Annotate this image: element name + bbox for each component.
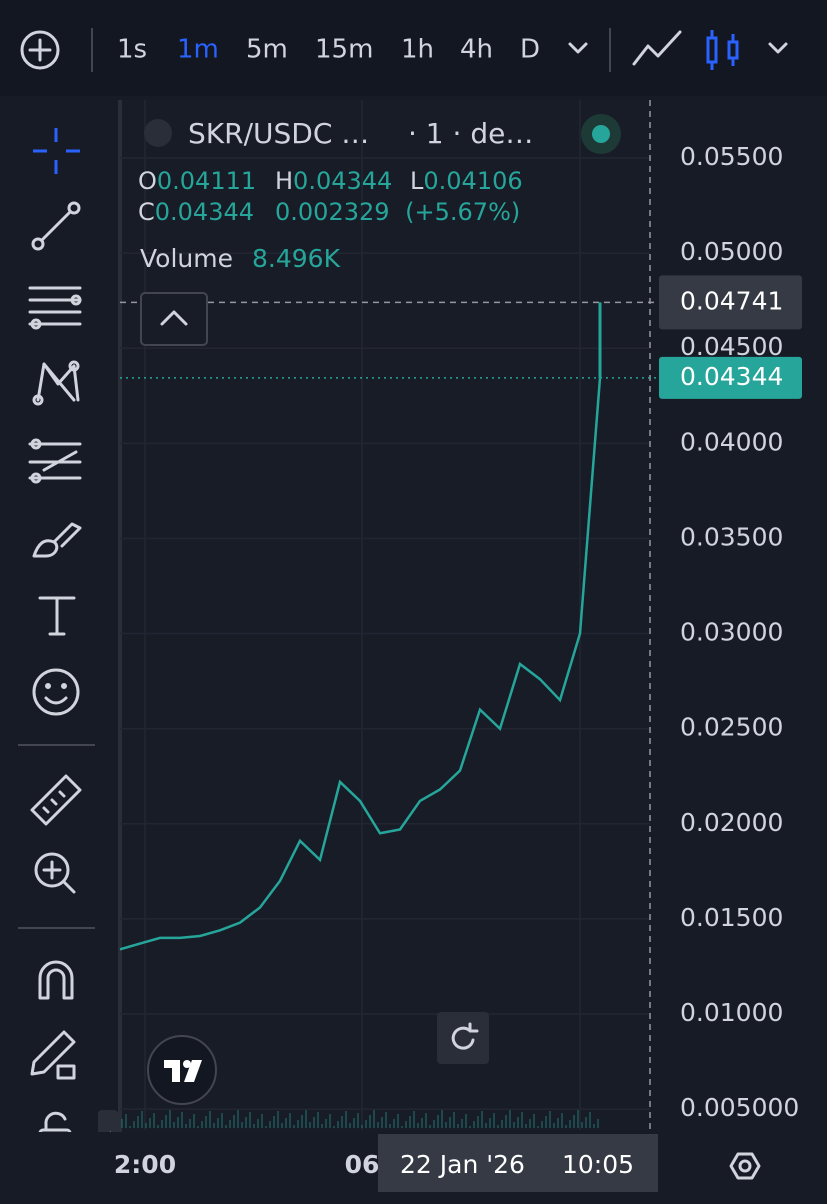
- crosshair-time: 10:05: [562, 1150, 634, 1179]
- reset-button[interactable]: [437, 1012, 489, 1064]
- last-price-box: [659, 356, 802, 399]
- value: 0.04344: [293, 167, 392, 195]
- volume-value: 8.496K: [252, 244, 341, 273]
- trend-line-tool[interactable]: [31, 201, 81, 251]
- y-tick-label: 0.005000: [680, 1093, 799, 1122]
- interval-button[interactable]: 1m: [177, 35, 219, 65]
- change-pct: (+5.67%): [405, 198, 520, 226]
- change: 0.002329: [275, 198, 390, 226]
- brush-tool[interactable]: [32, 522, 82, 558]
- logo: [147, 1035, 217, 1105]
- magnet-tool[interactable]: [38, 960, 74, 1000]
- emoji-tool[interactable]: [32, 668, 80, 716]
- crosshair-tool[interactable]: [33, 128, 80, 174]
- interval-button[interactable]: 1s: [117, 35, 147, 65]
- y-tick-label: 0.01000: [680, 998, 783, 1027]
- label: H: [275, 167, 293, 195]
- y-tick-label: 0.03000: [680, 618, 783, 647]
- ohlc-row: O0.04111 H0.04344 L0.04106: [138, 167, 523, 195]
- chart-pane: [120, 100, 650, 1130]
- collapse-legend[interactable]: [140, 292, 208, 346]
- line-chart-type[interactable]: [632, 30, 682, 66]
- label: C: [138, 198, 155, 226]
- y-tick-label: 0.01500: [680, 903, 783, 932]
- interval-button[interactable]: 5m: [246, 35, 288, 65]
- interval-button[interactable]: D: [520, 35, 540, 65]
- crosshair-price-label: 0.04741: [680, 286, 783, 315]
- label: O: [138, 167, 157, 195]
- ruler-tool[interactable]: [30, 774, 82, 826]
- interval-button[interactable]: 15m: [315, 35, 373, 65]
- crosshair-price-box: [659, 275, 802, 330]
- add-button[interactable]: [20, 30, 60, 70]
- text-tool[interactable]: [38, 596, 76, 636]
- y-tick-label: 0.05500: [680, 142, 783, 171]
- value: 0.04344: [155, 198, 254, 226]
- x-tick-label: 2:00: [114, 1150, 176, 1179]
- y-tick-label: 0.03500: [680, 522, 783, 551]
- prediction-tool[interactable]: [28, 438, 82, 484]
- y-tick-label: 0.05000: [680, 237, 783, 266]
- symbol[interactable]: SKR/USDC …: [188, 117, 369, 150]
- more-intervals[interactable]: [568, 42, 588, 54]
- crosshair-date: 22 Jan '26: [400, 1150, 525, 1179]
- interval-button[interactable]: 4h: [460, 35, 493, 65]
- interval-button[interactable]: 1h: [401, 35, 434, 65]
- candle-chart-type[interactable]: [706, 30, 739, 70]
- value: 0.04111: [157, 167, 256, 195]
- chart-type-more[interactable]: [768, 42, 788, 54]
- price-line: [119, 377, 602, 951]
- symbol-icon: [144, 119, 172, 147]
- zoom-tool[interactable]: [34, 852, 76, 894]
- last-price-label: 0.04344: [680, 362, 783, 391]
- y-tick-label: 0.02000: [680, 808, 783, 837]
- x-tick-label: 06: [345, 1150, 380, 1179]
- value: 0.04106: [423, 167, 522, 195]
- close-row: C0.04344 0.002329 (+5.67%): [138, 198, 520, 226]
- settings[interactable]: [729, 1152, 761, 1180]
- y-tick-label: 0.04500: [680, 332, 783, 361]
- lock-drawings-tool[interactable]: [30, 1030, 76, 1080]
- label: L: [410, 167, 424, 195]
- volume-label: Volume: [140, 244, 233, 273]
- pattern-tool[interactable]: [32, 360, 80, 406]
- status-dot: [592, 125, 610, 143]
- fib-tool[interactable]: [28, 286, 82, 330]
- top-toolbar: [0, 0, 827, 96]
- symbol-suffix: · 1 · de…: [408, 117, 533, 150]
- y-tick-label: 0.02500: [680, 713, 783, 742]
- y-tick-label: 0.04000: [680, 427, 783, 456]
- crosshair-time-box: [378, 1134, 658, 1192]
